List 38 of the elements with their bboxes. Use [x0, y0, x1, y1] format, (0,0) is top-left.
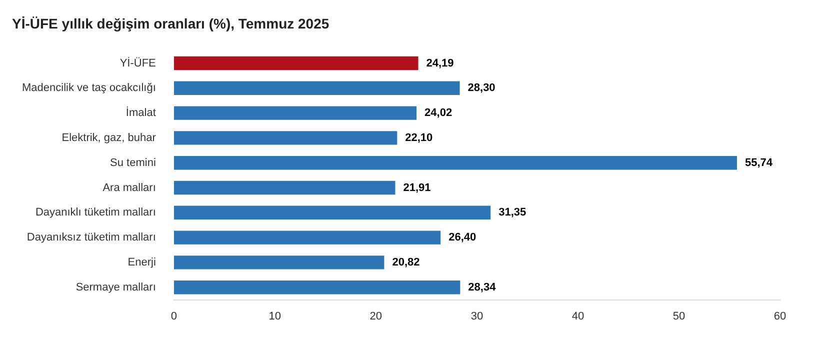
x-tick-label: 30	[470, 310, 484, 322]
data-label: 24,19	[426, 57, 454, 70]
data-label: 21,91	[403, 182, 431, 194]
data-label: 28,34	[468, 281, 497, 294]
x-tick-label: 60	[774, 310, 786, 322]
bar	[174, 81, 460, 95]
y-tick-label: Enerji	[128, 256, 156, 268]
bar	[174, 56, 418, 70]
y-tick-label: Yİ-ÜFE	[120, 56, 156, 70]
y-tick-label: Su temini	[110, 156, 156, 169]
y-tick-label: İmalat	[126, 106, 156, 120]
data-label: 28,30	[468, 82, 496, 94]
x-tick-label: 20	[370, 310, 382, 322]
y-tick-label: Madencilik ve taş ocakcılığı	[22, 82, 156, 94]
x-tick-label: 0	[170, 310, 177, 322]
y-tick-label: Ara malları	[102, 182, 156, 194]
data-label: 55,74	[744, 156, 774, 169]
x-tick-label: 50	[672, 310, 686, 322]
y-tick-label: Sermaye malları	[76, 281, 156, 294]
chart-title: Yİ-ÜFE yıllık değişim oranları (%), Temmuz 2025	[12, 15, 330, 32]
bar	[174, 280, 460, 294]
y-tick-label: Elektrik, gaz, buhar	[62, 132, 156, 144]
data-label: 31,35	[498, 206, 526, 219]
data-label: 24,02	[424, 107, 452, 120]
data-label: 20,82	[392, 256, 420, 268]
bar	[174, 131, 398, 145]
y-tick-label: Dayanıklı tüketim malları	[35, 206, 156, 219]
bar	[174, 106, 417, 120]
data-label: 26,40	[448, 232, 476, 244]
bar	[174, 230, 441, 244]
bar	[174, 206, 491, 220]
x-tick-label: 10	[268, 310, 282, 322]
data-label: 22,10	[405, 132, 433, 144]
bar	[174, 180, 396, 195]
y-tick-label: Dayanıksız tüketim malları	[26, 232, 156, 244]
x-tick-label: 40	[572, 310, 584, 322]
bar	[174, 256, 384, 270]
bar	[174, 156, 737, 170]
